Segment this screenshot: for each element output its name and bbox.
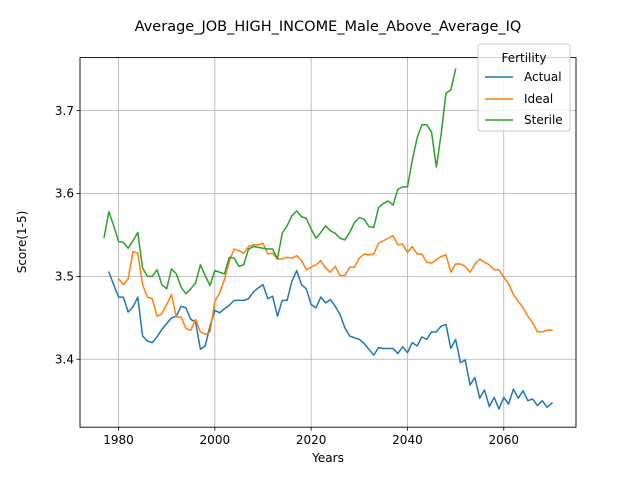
- x-tick-label: 2040: [392, 433, 423, 447]
- legend: Fertility Actual Ideal Sterile: [477, 43, 571, 132]
- y-tick-label: 3.6: [55, 187, 74, 201]
- legend-box: [477, 43, 571, 132]
- axis-ticks: 1980 2000 2020 2040 2060 3.4 3.5 3.6 3.7: [55, 104, 519, 447]
- x-axis-title: Years: [311, 451, 344, 465]
- grid-lines: [80, 57, 576, 428]
- x-tick-label: 2060: [488, 433, 519, 447]
- y-axis-title: Score(1-5): [15, 211, 29, 274]
- series-lines: [103, 68, 553, 410]
- y-tick-label: 3.4: [55, 352, 74, 366]
- x-tick-label: 1980: [103, 433, 134, 447]
- series-line-ideal: [117, 235, 553, 336]
- legend-label-ideal: Ideal: [524, 92, 553, 106]
- x-tick-label: 2020: [296, 433, 327, 447]
- y-tick-label: 3.7: [55, 104, 74, 118]
- series-line-sterile: [103, 68, 457, 295]
- plot-frame: [79, 57, 577, 428]
- legend-label-actual: Actual: [524, 70, 562, 84]
- chart-title: Average_JOB_HIGH_INCOME_Male_Above_Avera…: [135, 19, 522, 35]
- x-tick-label: 2000: [200, 433, 231, 447]
- series-line-actual: [107, 269, 553, 410]
- y-tick-label: 3.5: [55, 270, 74, 284]
- legend-title: Fertility: [501, 51, 546, 65]
- legend-label-sterile: Sterile: [524, 113, 563, 127]
